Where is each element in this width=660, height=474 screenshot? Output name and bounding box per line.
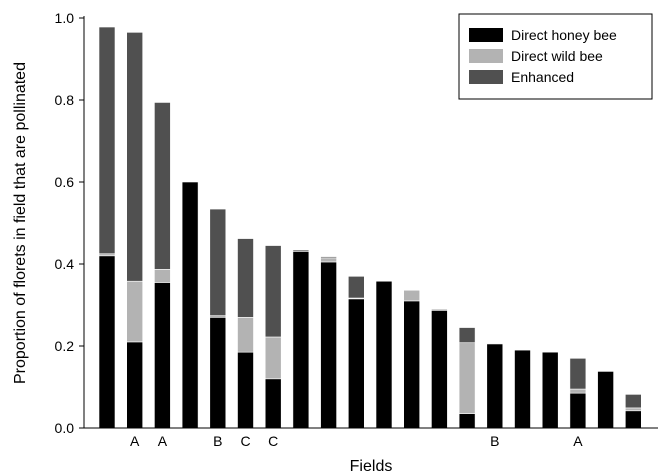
bar-segment-enhanced [237, 238, 254, 318]
bar-segment-wild-bee [624, 407, 642, 412]
bar-segment-honey-bee [486, 343, 504, 429]
bar-segment-enhanced [209, 208, 227, 316]
bar-segment-wild-bee [154, 269, 171, 283]
field-group-label: A [573, 433, 583, 449]
bar-segment-honey-bee [237, 351, 254, 429]
bars [98, 26, 642, 429]
field-group-label: B [490, 433, 499, 449]
bar-segment-honey-bee [320, 261, 337, 429]
bar-segment-wild-bee [431, 308, 448, 311]
y-tick-label: 0.6 [55, 174, 75, 190]
bar-segment-enhanced [126, 32, 143, 282]
bar-segment-honey-bee [375, 280, 393, 429]
bar-segment-wild-bee [237, 316, 254, 353]
bar-segment-enhanced [624, 394, 642, 409]
field-group-label: A [158, 433, 168, 449]
bar-segment-honey-bee [98, 255, 116, 429]
legend-swatch [469, 49, 503, 63]
y-axis-title: Proportion of florets in field that are … [12, 62, 29, 384]
bar-segment-wild-bee [98, 253, 116, 257]
bar-segment-honey-bee [624, 410, 642, 429]
bar-segment-wild-bee [458, 342, 476, 414]
y-tick-label: 0.4 [55, 256, 75, 272]
bar-segment-enhanced [569, 357, 587, 390]
bar-segment-wild-bee [264, 336, 282, 380]
x-axis-title: Fields [350, 458, 393, 474]
bar-segment-wild-bee [403, 289, 421, 302]
bar-segment-honey-bee [541, 351, 559, 429]
bar-segment-honey-bee [514, 349, 531, 429]
bar-segment-honey-bee [597, 371, 614, 429]
bar-segment-honey-bee [431, 310, 448, 429]
bar-segment-enhanced [154, 102, 171, 270]
bar-segment-enhanced [347, 275, 365, 299]
field-group-label: B [213, 433, 222, 449]
legend-swatch [469, 28, 503, 42]
bar-segment-enhanced [320, 256, 337, 259]
y-axis: 0.0 0.2 0.4 0.6 0.8 1.0 [55, 10, 84, 436]
legend-swatch [469, 70, 503, 84]
y-tick-label: 1.0 [55, 10, 75, 26]
y-tick-label: 0.8 [55, 92, 75, 108]
y-tick-label: 0.2 [55, 338, 75, 354]
bar-segment-honey-bee [209, 316, 227, 429]
bar-segment-enhanced [292, 249, 310, 252]
field-group-label: C [240, 433, 250, 449]
bar-segment-honey-bee [264, 378, 282, 429]
legend-label: Direct honey bee [511, 27, 617, 43]
bar-segment-honey-bee [569, 392, 587, 429]
bar-segment-honey-bee [458, 413, 476, 429]
bar-segment-honey-bee [126, 341, 143, 429]
bar-segment-honey-bee [403, 300, 421, 429]
bar-segment-honey-bee [181, 181, 199, 429]
bar-segment-honey-bee [292, 251, 310, 429]
bar-segment-enhanced [458, 327, 476, 344]
bar-segment-honey-bee [347, 298, 365, 429]
bar-segment-wild-bee [320, 257, 337, 263]
bar-segment-enhanced [98, 26, 116, 255]
bar-segment-enhanced [264, 245, 282, 338]
field-group-label: A [130, 433, 140, 449]
bar-segment-honey-bee [154, 282, 171, 429]
legend-label: Enhanced [511, 69, 574, 85]
legend-label: Direct wild bee [511, 48, 603, 64]
y-tick-label: 0.0 [55, 420, 75, 436]
legend: Direct honey bee Direct wild bee Enhanced [458, 13, 653, 100]
bar-segment-wild-bee [126, 280, 143, 343]
bar-segment-wild-bee [569, 388, 587, 394]
field-group-label: C [268, 433, 278, 449]
